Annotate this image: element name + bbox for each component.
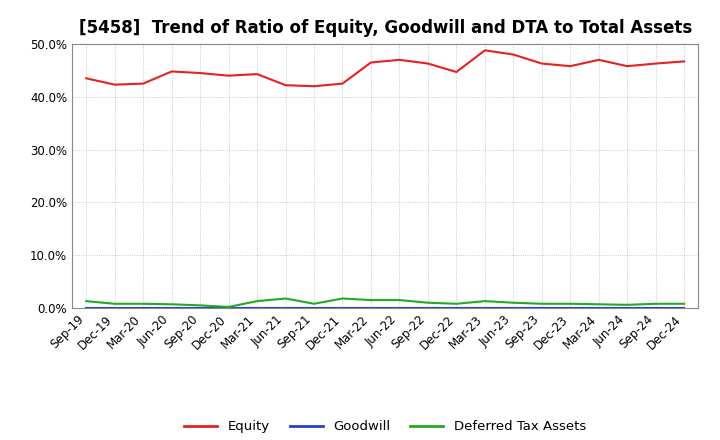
Equity <box>652 61 660 66</box>
Equity <box>537 61 546 66</box>
Equity <box>196 70 204 76</box>
Goodwill <box>595 305 603 311</box>
Equity <box>82 76 91 81</box>
Deferred Tax Assets <box>566 301 575 306</box>
Goodwill <box>253 305 261 311</box>
Goodwill <box>509 305 518 311</box>
Goodwill <box>366 305 375 311</box>
Deferred Tax Assets <box>225 304 233 310</box>
Goodwill <box>480 305 489 311</box>
Equity <box>282 83 290 88</box>
Goodwill <box>196 305 204 311</box>
Deferred Tax Assets <box>310 301 318 306</box>
Deferred Tax Assets <box>110 301 119 306</box>
Deferred Tax Assets <box>395 297 404 303</box>
Deferred Tax Assets <box>167 302 176 307</box>
Equity <box>452 70 461 75</box>
Equity <box>139 81 148 86</box>
Equity <box>680 59 688 64</box>
Legend: Equity, Goodwill, Deferred Tax Assets: Equity, Goodwill, Deferred Tax Assets <box>179 415 591 439</box>
Title: [5458]  Trend of Ratio of Equity, Goodwill and DTA to Total Assets: [5458] Trend of Ratio of Equity, Goodwil… <box>78 19 692 37</box>
Equity <box>310 84 318 89</box>
Goodwill <box>623 305 631 311</box>
Goodwill <box>537 305 546 311</box>
Deferred Tax Assets <box>509 300 518 305</box>
Equity <box>253 71 261 77</box>
Equity <box>480 48 489 53</box>
Equity <box>395 57 404 62</box>
Goodwill <box>680 305 688 311</box>
Deferred Tax Assets <box>680 301 688 306</box>
Deferred Tax Assets <box>282 296 290 301</box>
Deferred Tax Assets <box>338 296 347 301</box>
Goodwill <box>338 305 347 311</box>
Deferred Tax Assets <box>623 302 631 308</box>
Deferred Tax Assets <box>253 298 261 304</box>
Equity <box>338 81 347 86</box>
Goodwill <box>225 305 233 311</box>
Line: Deferred Tax Assets: Deferred Tax Assets <box>86 298 684 307</box>
Deferred Tax Assets <box>423 300 432 305</box>
Equity <box>623 63 631 69</box>
Equity <box>423 61 432 66</box>
Deferred Tax Assets <box>139 301 148 306</box>
Goodwill <box>82 305 91 311</box>
Goodwill <box>395 305 404 311</box>
Goodwill <box>310 305 318 311</box>
Goodwill <box>566 305 575 311</box>
Equity <box>225 73 233 78</box>
Equity <box>110 82 119 87</box>
Goodwill <box>452 305 461 311</box>
Deferred Tax Assets <box>537 301 546 306</box>
Deferred Tax Assets <box>595 302 603 307</box>
Goodwill <box>167 305 176 311</box>
Goodwill <box>652 305 660 311</box>
Equity <box>595 57 603 62</box>
Goodwill <box>282 305 290 311</box>
Line: Equity: Equity <box>86 50 684 86</box>
Equity <box>566 63 575 69</box>
Deferred Tax Assets <box>82 298 91 304</box>
Goodwill <box>423 305 432 311</box>
Equity <box>167 69 176 74</box>
Equity <box>509 52 518 57</box>
Equity <box>366 60 375 65</box>
Deferred Tax Assets <box>480 298 489 304</box>
Deferred Tax Assets <box>196 303 204 308</box>
Deferred Tax Assets <box>366 297 375 303</box>
Goodwill <box>110 305 119 311</box>
Goodwill <box>139 305 148 311</box>
Deferred Tax Assets <box>652 301 660 306</box>
Deferred Tax Assets <box>452 301 461 306</box>
